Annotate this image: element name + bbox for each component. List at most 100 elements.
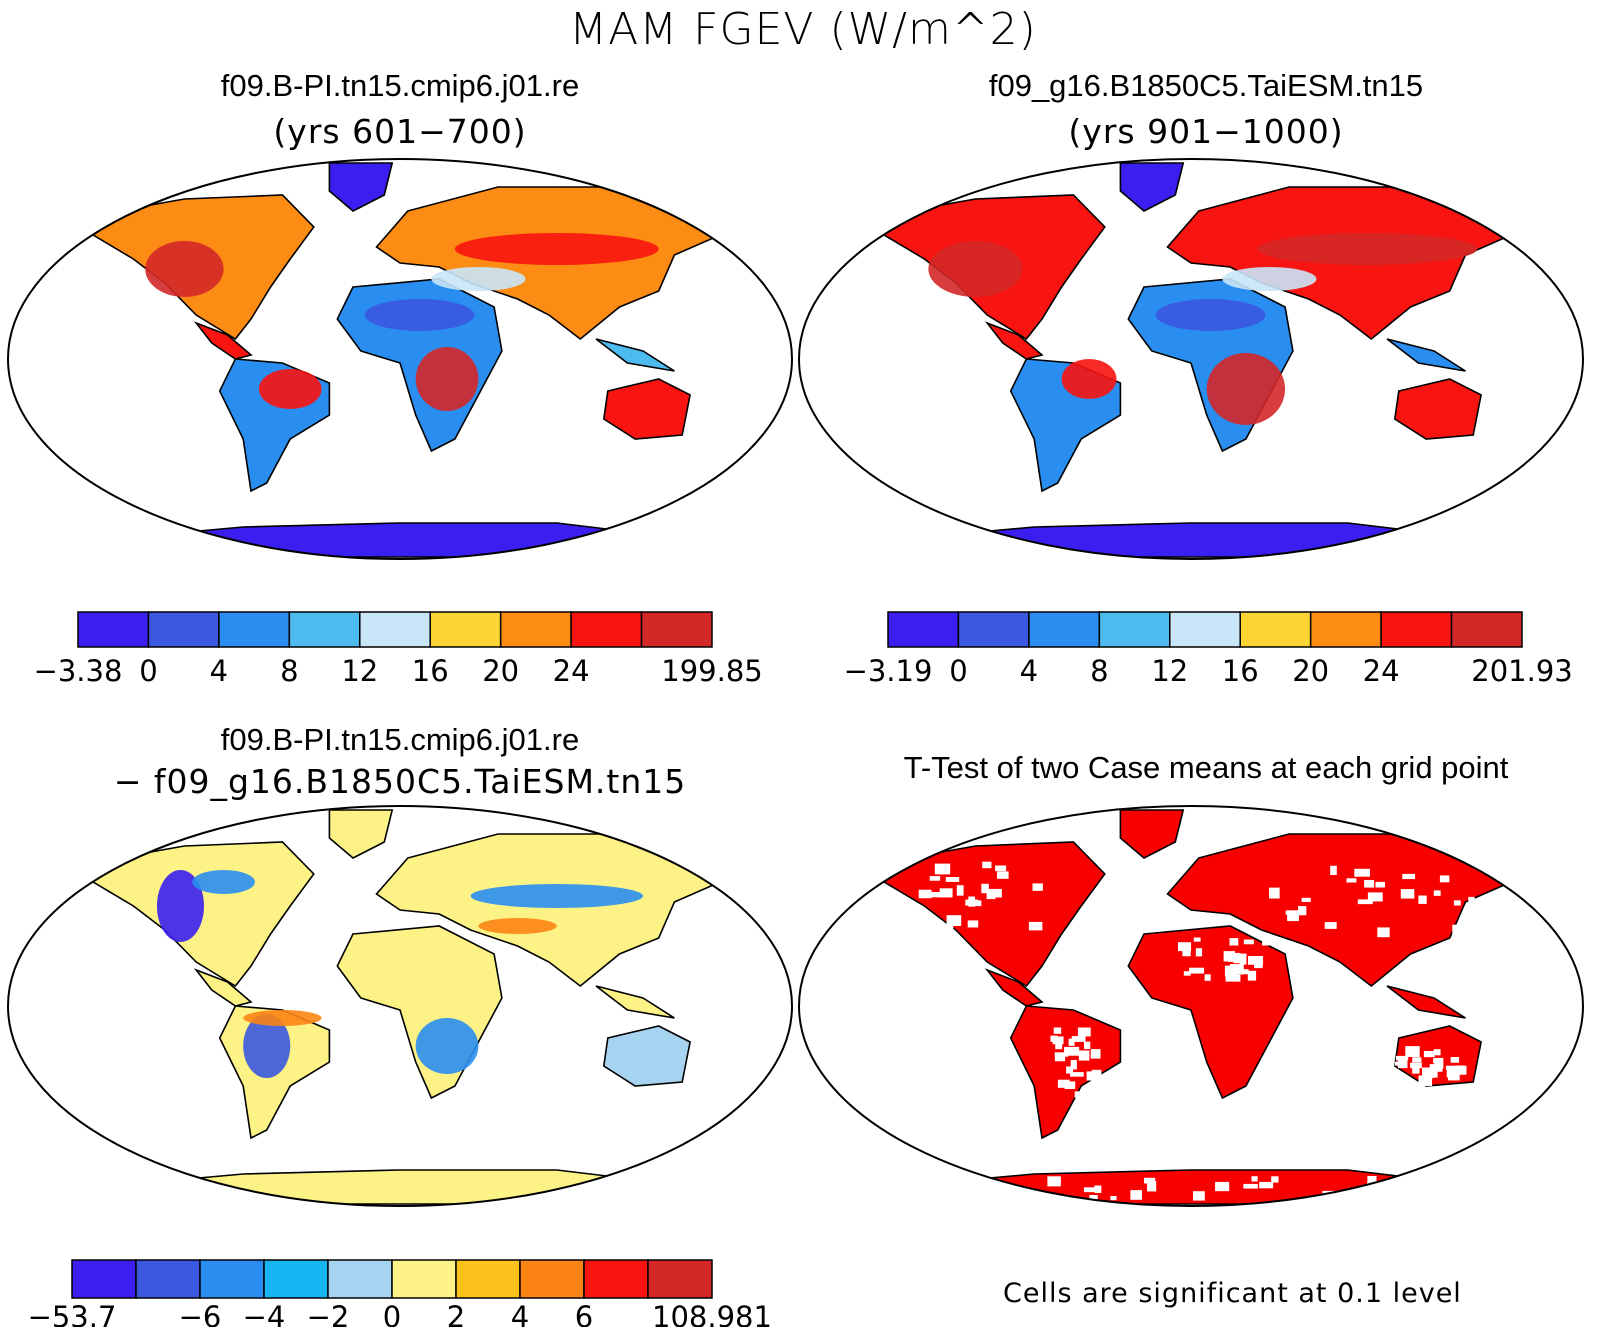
colorbar-panel-2: −3.19 0 4 8 12 16 20 24 201.93 (844, 611, 1573, 688)
nonsignificant-cell (1298, 906, 1307, 916)
nonsignificant-cell (1178, 942, 1192, 952)
colorbar-swatch (135, 1259, 201, 1299)
nonsignificant-cell (1418, 1075, 1433, 1086)
nonsignificant-cell (1330, 865, 1337, 875)
colorbar-swatch (71, 1259, 137, 1299)
nonsignificant-cell (956, 885, 964, 896)
field-patch (258, 369, 322, 409)
nonsignificant-cell (946, 915, 962, 926)
nonsignificant-cell (934, 863, 951, 875)
nonsignificant-cell (1229, 938, 1239, 946)
nonsignificant-cell (1448, 1070, 1460, 1081)
nonsignificant-cell (1422, 1067, 1438, 1078)
nonsignificant-cell (1070, 1072, 1084, 1077)
field-patch (928, 241, 1023, 297)
nonsignificant-cell (1269, 887, 1280, 899)
nonsignificant-cell (996, 1195, 1009, 1202)
colorbar-swatch (147, 611, 220, 648)
landmass-samerica (1009, 1005, 1122, 1140)
panel-1-title: f09.B-PI.tn15.cmip6.j01.re (220, 68, 580, 103)
landmass-australia (1393, 378, 1483, 440)
colorbar-swatch (1028, 611, 1101, 648)
colorbar-tick-label: 2 (447, 1300, 465, 1327)
nonsignificant-cell (1057, 1079, 1070, 1088)
nonsignificant-cell (1239, 953, 1247, 965)
colorbar-tick-label: 12 (1151, 654, 1188, 688)
nonsignificant-cell (1248, 956, 1264, 965)
nonsignificant-cell (1375, 881, 1385, 888)
field-patch (478, 918, 557, 934)
nonsignificant-cell (1364, 880, 1375, 888)
nonsignificant-cell (1054, 1052, 1069, 1057)
field-patch (1257, 233, 1478, 265)
colorbar-tick-label: 108.981 (652, 1300, 772, 1327)
nonsignificant-cell (1396, 1055, 1409, 1061)
nonsignificant-cell (1052, 1036, 1064, 1045)
landmass-greenland (328, 162, 394, 212)
colorbar-tick-label: 0 (949, 654, 967, 688)
nonsignificant-cell (1412, 1057, 1422, 1063)
nonsignificant-cell (1410, 1062, 1422, 1069)
nonsignificant-cell (1086, 1071, 1095, 1081)
colorbar-tick-label: 20 (1292, 654, 1329, 688)
panel-2-title: f09_g16.B1850C5.TaiESM.tn15 (988, 68, 1424, 103)
colorbar-tick-label: 0 (383, 1300, 401, 1327)
nonsignificant-cell (927, 892, 944, 898)
colorbar-swatch (327, 1259, 393, 1299)
nonsignificant-cell (1324, 922, 1337, 929)
nonsignificant-cell (1233, 952, 1241, 964)
field-patch (470, 884, 644, 908)
nonsignificant-cell (1077, 1027, 1091, 1037)
nonsignificant-cell (1183, 971, 1191, 976)
landmass-australia (602, 378, 692, 440)
nonsignificant-cell (1271, 1176, 1279, 1183)
nonsignificant-cell (1377, 927, 1390, 938)
nonsignificant-cell (965, 899, 979, 906)
colorbar-swatch (647, 1259, 713, 1299)
nonsignificant-cell (1189, 967, 1205, 974)
nonsignificant-cell (981, 883, 989, 894)
field-patch (1206, 353, 1286, 425)
colorbar-swatch (957, 611, 1030, 648)
nonsignificant-cell (1225, 974, 1241, 982)
colorbar-swatch (570, 611, 643, 648)
nonsignificant-cell (1301, 897, 1311, 902)
colorbar-swatch (218, 611, 291, 648)
nonsignificant-cell (997, 871, 1009, 879)
nonsignificant-cell (1224, 965, 1235, 977)
nonsignificant-cell (1402, 873, 1416, 880)
nonsignificant-cell (1006, 1187, 1020, 1197)
nonsignificant-cell (1243, 1183, 1258, 1189)
colorbar-tick-label: 8 (280, 654, 298, 688)
colorbar-swatch (499, 611, 572, 648)
colorbar-tick-label: 6 (575, 1300, 593, 1327)
field-patch (243, 1010, 322, 1026)
map-border (798, 158, 1584, 560)
field-patch (192, 870, 255, 894)
nonsignificant-cell (1064, 1046, 1080, 1056)
figure-title: MAM FGEV (W/m^2) (569, 4, 1037, 55)
colorbar-tick-label: 199.85 (661, 654, 762, 688)
map-panel-4 (798, 805, 1584, 1207)
nonsignificant-cell (918, 889, 932, 899)
colorbar-tick-label: 4 (511, 1300, 529, 1327)
nonsignificant-cell (1130, 1190, 1142, 1200)
nonsignificant-cell (1433, 890, 1441, 896)
nonsignificant-cell (1193, 937, 1201, 942)
colorbar-swatch (1309, 611, 1382, 648)
nonsignificant-cell (1243, 939, 1254, 945)
nonsignificant-cell (1147, 1181, 1157, 1192)
nonsignificant-cell (1445, 1065, 1458, 1071)
nonsignificant-cell (1215, 1181, 1230, 1192)
nonsignificant-cell (1247, 970, 1257, 981)
map-panel-1 (7, 158, 793, 560)
map-panel-2 (798, 158, 1584, 560)
field-patch (1222, 267, 1317, 291)
nonsignificant-cell (939, 888, 953, 898)
colorbar-swatch (583, 1259, 649, 1299)
nonsignificant-cell (1394, 1061, 1406, 1066)
colorbar-tick-label: 12 (341, 654, 378, 688)
nonsignificant-cell (1367, 1176, 1377, 1183)
colorbar-swatch (199, 1259, 265, 1299)
nonsignificant-cell (934, 931, 945, 937)
